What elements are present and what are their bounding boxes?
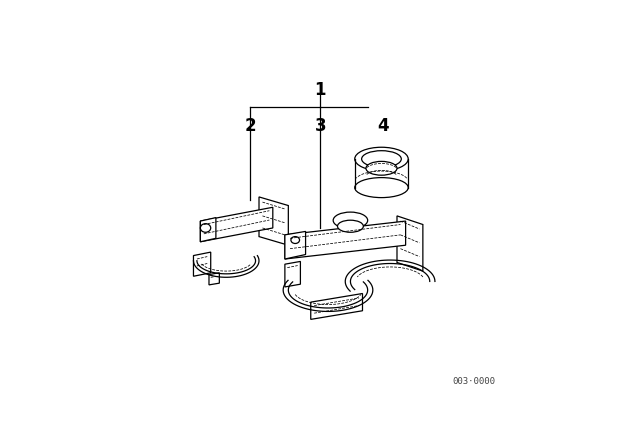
Ellipse shape xyxy=(291,237,300,244)
Ellipse shape xyxy=(333,212,367,228)
Polygon shape xyxy=(200,207,273,242)
Polygon shape xyxy=(397,216,423,271)
Ellipse shape xyxy=(200,224,211,232)
Ellipse shape xyxy=(362,151,401,167)
Text: 1: 1 xyxy=(315,81,326,99)
Polygon shape xyxy=(259,197,289,245)
Polygon shape xyxy=(209,273,220,285)
Polygon shape xyxy=(200,218,216,242)
Polygon shape xyxy=(311,293,362,319)
Ellipse shape xyxy=(337,220,364,232)
Polygon shape xyxy=(285,262,300,287)
Polygon shape xyxy=(285,232,305,259)
Text: 3: 3 xyxy=(315,117,326,135)
Text: 2: 2 xyxy=(244,117,256,135)
Polygon shape xyxy=(193,252,211,276)
Polygon shape xyxy=(285,221,406,259)
Ellipse shape xyxy=(355,177,408,198)
Ellipse shape xyxy=(366,161,397,175)
Text: 003·0000: 003·0000 xyxy=(452,377,495,386)
Ellipse shape xyxy=(355,147,408,171)
Text: 4: 4 xyxy=(378,117,389,135)
